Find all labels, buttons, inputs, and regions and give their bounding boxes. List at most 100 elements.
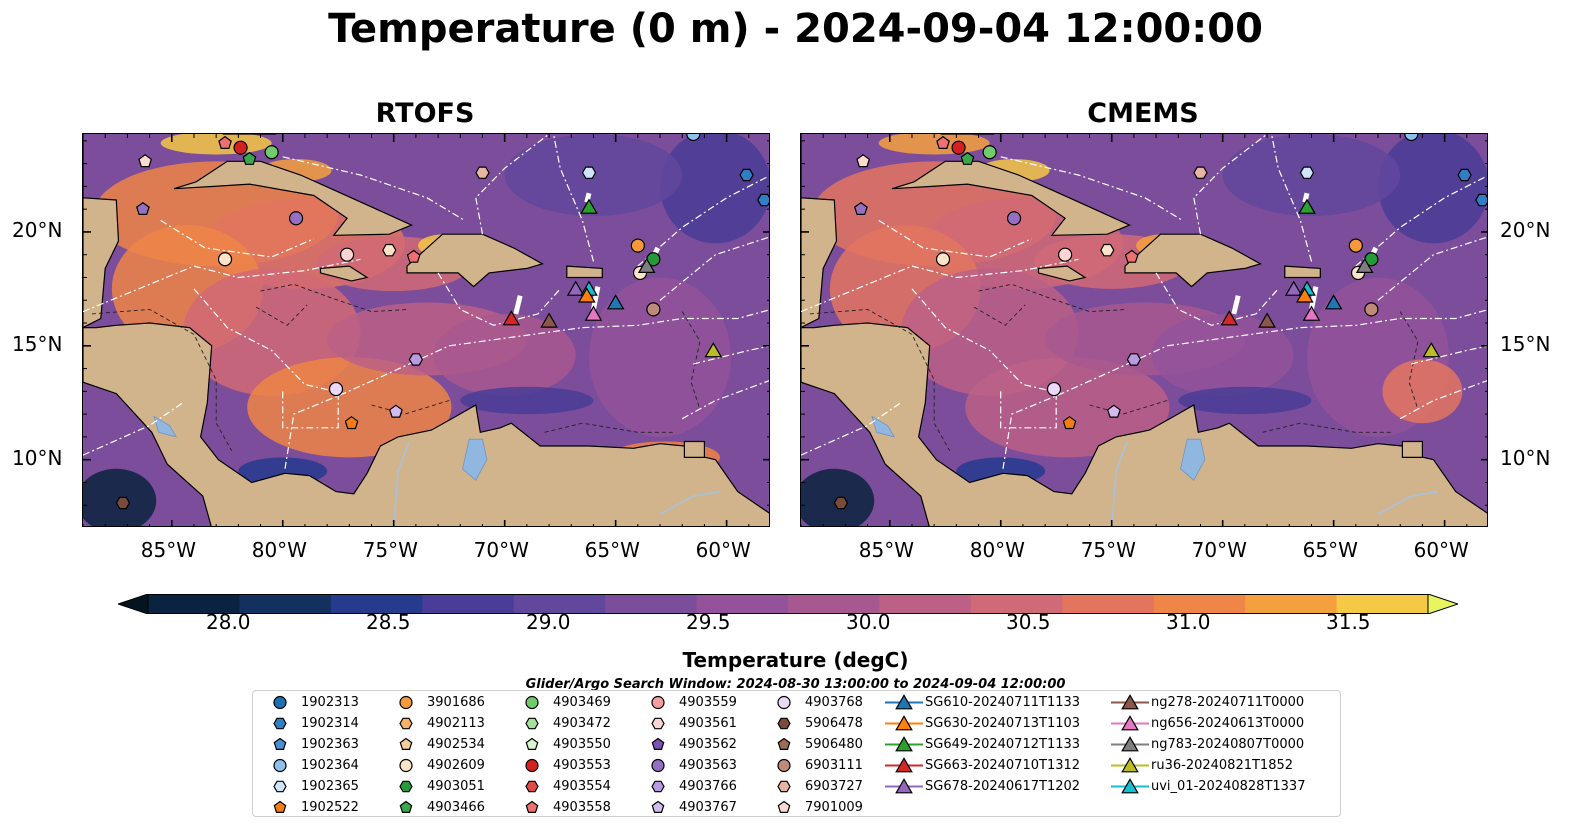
- argo-float-marker[interactable]: [1006, 211, 1022, 226]
- argo-float-marker[interactable]: [1299, 166, 1315, 179]
- legend-swatch[interactable]: [525, 737, 539, 750]
- argo-float-marker[interactable]: [406, 249, 421, 263]
- legend-swatch[interactable]: [525, 780, 539, 793]
- argo-float-marker[interactable]: [1364, 302, 1379, 317]
- argo-float-marker[interactable]: [951, 140, 966, 155]
- legend-swatch[interactable]: [525, 717, 539, 730]
- argo-float-marker[interactable]: [1457, 168, 1472, 182]
- legend-swatch[interactable]: [777, 780, 791, 793]
- legend-swatch[interactable]: [1121, 715, 1139, 731]
- glider-marker[interactable]: [1355, 257, 1374, 273]
- argo-float-marker[interactable]: [833, 496, 849, 510]
- argo-float-marker[interactable]: [218, 135, 232, 149]
- argo-float-marker[interactable]: [1106, 404, 1121, 418]
- argo-float-marker[interactable]: [382, 243, 397, 257]
- glider-marker[interactable]: [1324, 294, 1343, 310]
- glider-marker[interactable]: [606, 294, 625, 310]
- glider-marker[interactable]: [1295, 287, 1314, 303]
- argo-float-marker[interactable]: [686, 134, 701, 142]
- argo-float-marker[interactable]: [242, 151, 257, 165]
- argo-float-marker[interactable]: [935, 252, 951, 267]
- glider-marker[interactable]: [540, 312, 558, 328]
- legend-swatch[interactable]: [273, 800, 287, 813]
- legend-swatch[interactable]: [273, 717, 287, 730]
- argo-float-marker[interactable]: [233, 140, 248, 155]
- legend-swatch[interactable]: [777, 758, 791, 773]
- legend-swatch[interactable]: [651, 780, 665, 793]
- glider-marker[interactable]: [637, 257, 656, 273]
- legend-swatch[interactable]: [651, 717, 665, 730]
- argo-float-marker[interactable]: [115, 496, 131, 510]
- glider-marker[interactable]: [1220, 310, 1239, 326]
- argo-float-marker[interactable]: [646, 302, 661, 317]
- argo-float-marker[interactable]: [1193, 166, 1208, 179]
- argo-float-marker[interactable]: [960, 151, 975, 165]
- glider-marker[interactable]: [577, 287, 596, 303]
- glider-marker[interactable]: [704, 342, 723, 358]
- legend-swatch[interactable]: [399, 737, 413, 750]
- argo-float-marker[interactable]: [1100, 243, 1115, 257]
- legend-swatch[interactable]: [273, 758, 287, 773]
- glider-marker[interactable]: [502, 310, 521, 326]
- glider-marker[interactable]: [1284, 280, 1303, 296]
- argo-float-marker[interactable]: [630, 238, 645, 253]
- legend-swatch[interactable]: [1121, 694, 1139, 710]
- argo-float-marker[interactable]: [1475, 193, 1488, 207]
- legend-swatch[interactable]: [399, 780, 413, 793]
- argo-float-marker[interactable]: [475, 166, 490, 179]
- legend-swatch[interactable]: [525, 800, 539, 813]
- legend-swatch[interactable]: [651, 800, 665, 813]
- legend-swatch[interactable]: [1121, 736, 1139, 752]
- legend-swatch[interactable]: [399, 695, 413, 710]
- legend-swatch[interactable]: [895, 694, 913, 710]
- argo-float-marker[interactable]: [1046, 381, 1062, 397]
- glider-marker[interactable]: [1422, 342, 1441, 358]
- legend-swatch[interactable]: [651, 758, 665, 773]
- legend-swatch[interactable]: [895, 736, 913, 752]
- glider-marker[interactable]: [566, 280, 585, 296]
- argo-float-marker[interactable]: [288, 211, 304, 226]
- glider-marker[interactable]: [580, 198, 598, 214]
- argo-float-marker[interactable]: [328, 381, 344, 397]
- legend-swatch[interactable]: [895, 715, 913, 731]
- glider-marker[interactable]: [1298, 198, 1316, 214]
- argo-float-marker[interactable]: [1124, 249, 1139, 263]
- glider-marker[interactable]: [1258, 312, 1276, 328]
- argo-float-marker[interactable]: [135, 201, 150, 216]
- legend-swatch[interactable]: [777, 717, 791, 730]
- legend-swatch[interactable]: [777, 695, 791, 710]
- legend-swatch[interactable]: [777, 737, 791, 750]
- argo-float-marker[interactable]: [217, 252, 233, 267]
- argo-float-marker[interactable]: [739, 168, 754, 182]
- glider-marker[interactable]: [584, 305, 603, 321]
- argo-float-marker[interactable]: [1348, 238, 1363, 253]
- argo-float-marker[interactable]: [982, 145, 997, 160]
- legend-swatch[interactable]: [399, 800, 413, 813]
- legend-swatch[interactable]: [895, 757, 913, 773]
- argo-float-marker[interactable]: [408, 353, 424, 366]
- argo-float-marker[interactable]: [264, 145, 279, 160]
- argo-float-marker[interactable]: [757, 193, 770, 207]
- argo-float-marker[interactable]: [388, 404, 403, 418]
- legend-swatch[interactable]: [1121, 757, 1139, 773]
- map-panel-rtofs[interactable]: [82, 133, 770, 527]
- glider-marker[interactable]: [1302, 305, 1321, 321]
- argo-float-marker[interactable]: [340, 247, 355, 262]
- legend-swatch[interactable]: [273, 780, 287, 793]
- legend-swatch[interactable]: [273, 695, 287, 710]
- legend-swatch[interactable]: [895, 778, 913, 794]
- argo-float-marker[interactable]: [581, 166, 597, 179]
- argo-float-marker[interactable]: [1058, 247, 1073, 262]
- map-panel-cmems[interactable]: [800, 133, 1488, 527]
- argo-float-marker[interactable]: [1062, 415, 1077, 430]
- legend-swatch[interactable]: [777, 800, 791, 813]
- legend-swatch[interactable]: [273, 737, 287, 750]
- legend-swatch[interactable]: [651, 695, 665, 710]
- argo-float-marker[interactable]: [138, 154, 153, 168]
- legend-swatch[interactable]: [525, 758, 539, 773]
- argo-float-marker[interactable]: [853, 201, 868, 216]
- legend-swatch[interactable]: [1121, 778, 1139, 794]
- argo-float-marker[interactable]: [1126, 353, 1142, 366]
- argo-float-marker[interactable]: [1404, 134, 1419, 142]
- legend-swatch[interactable]: [399, 717, 413, 730]
